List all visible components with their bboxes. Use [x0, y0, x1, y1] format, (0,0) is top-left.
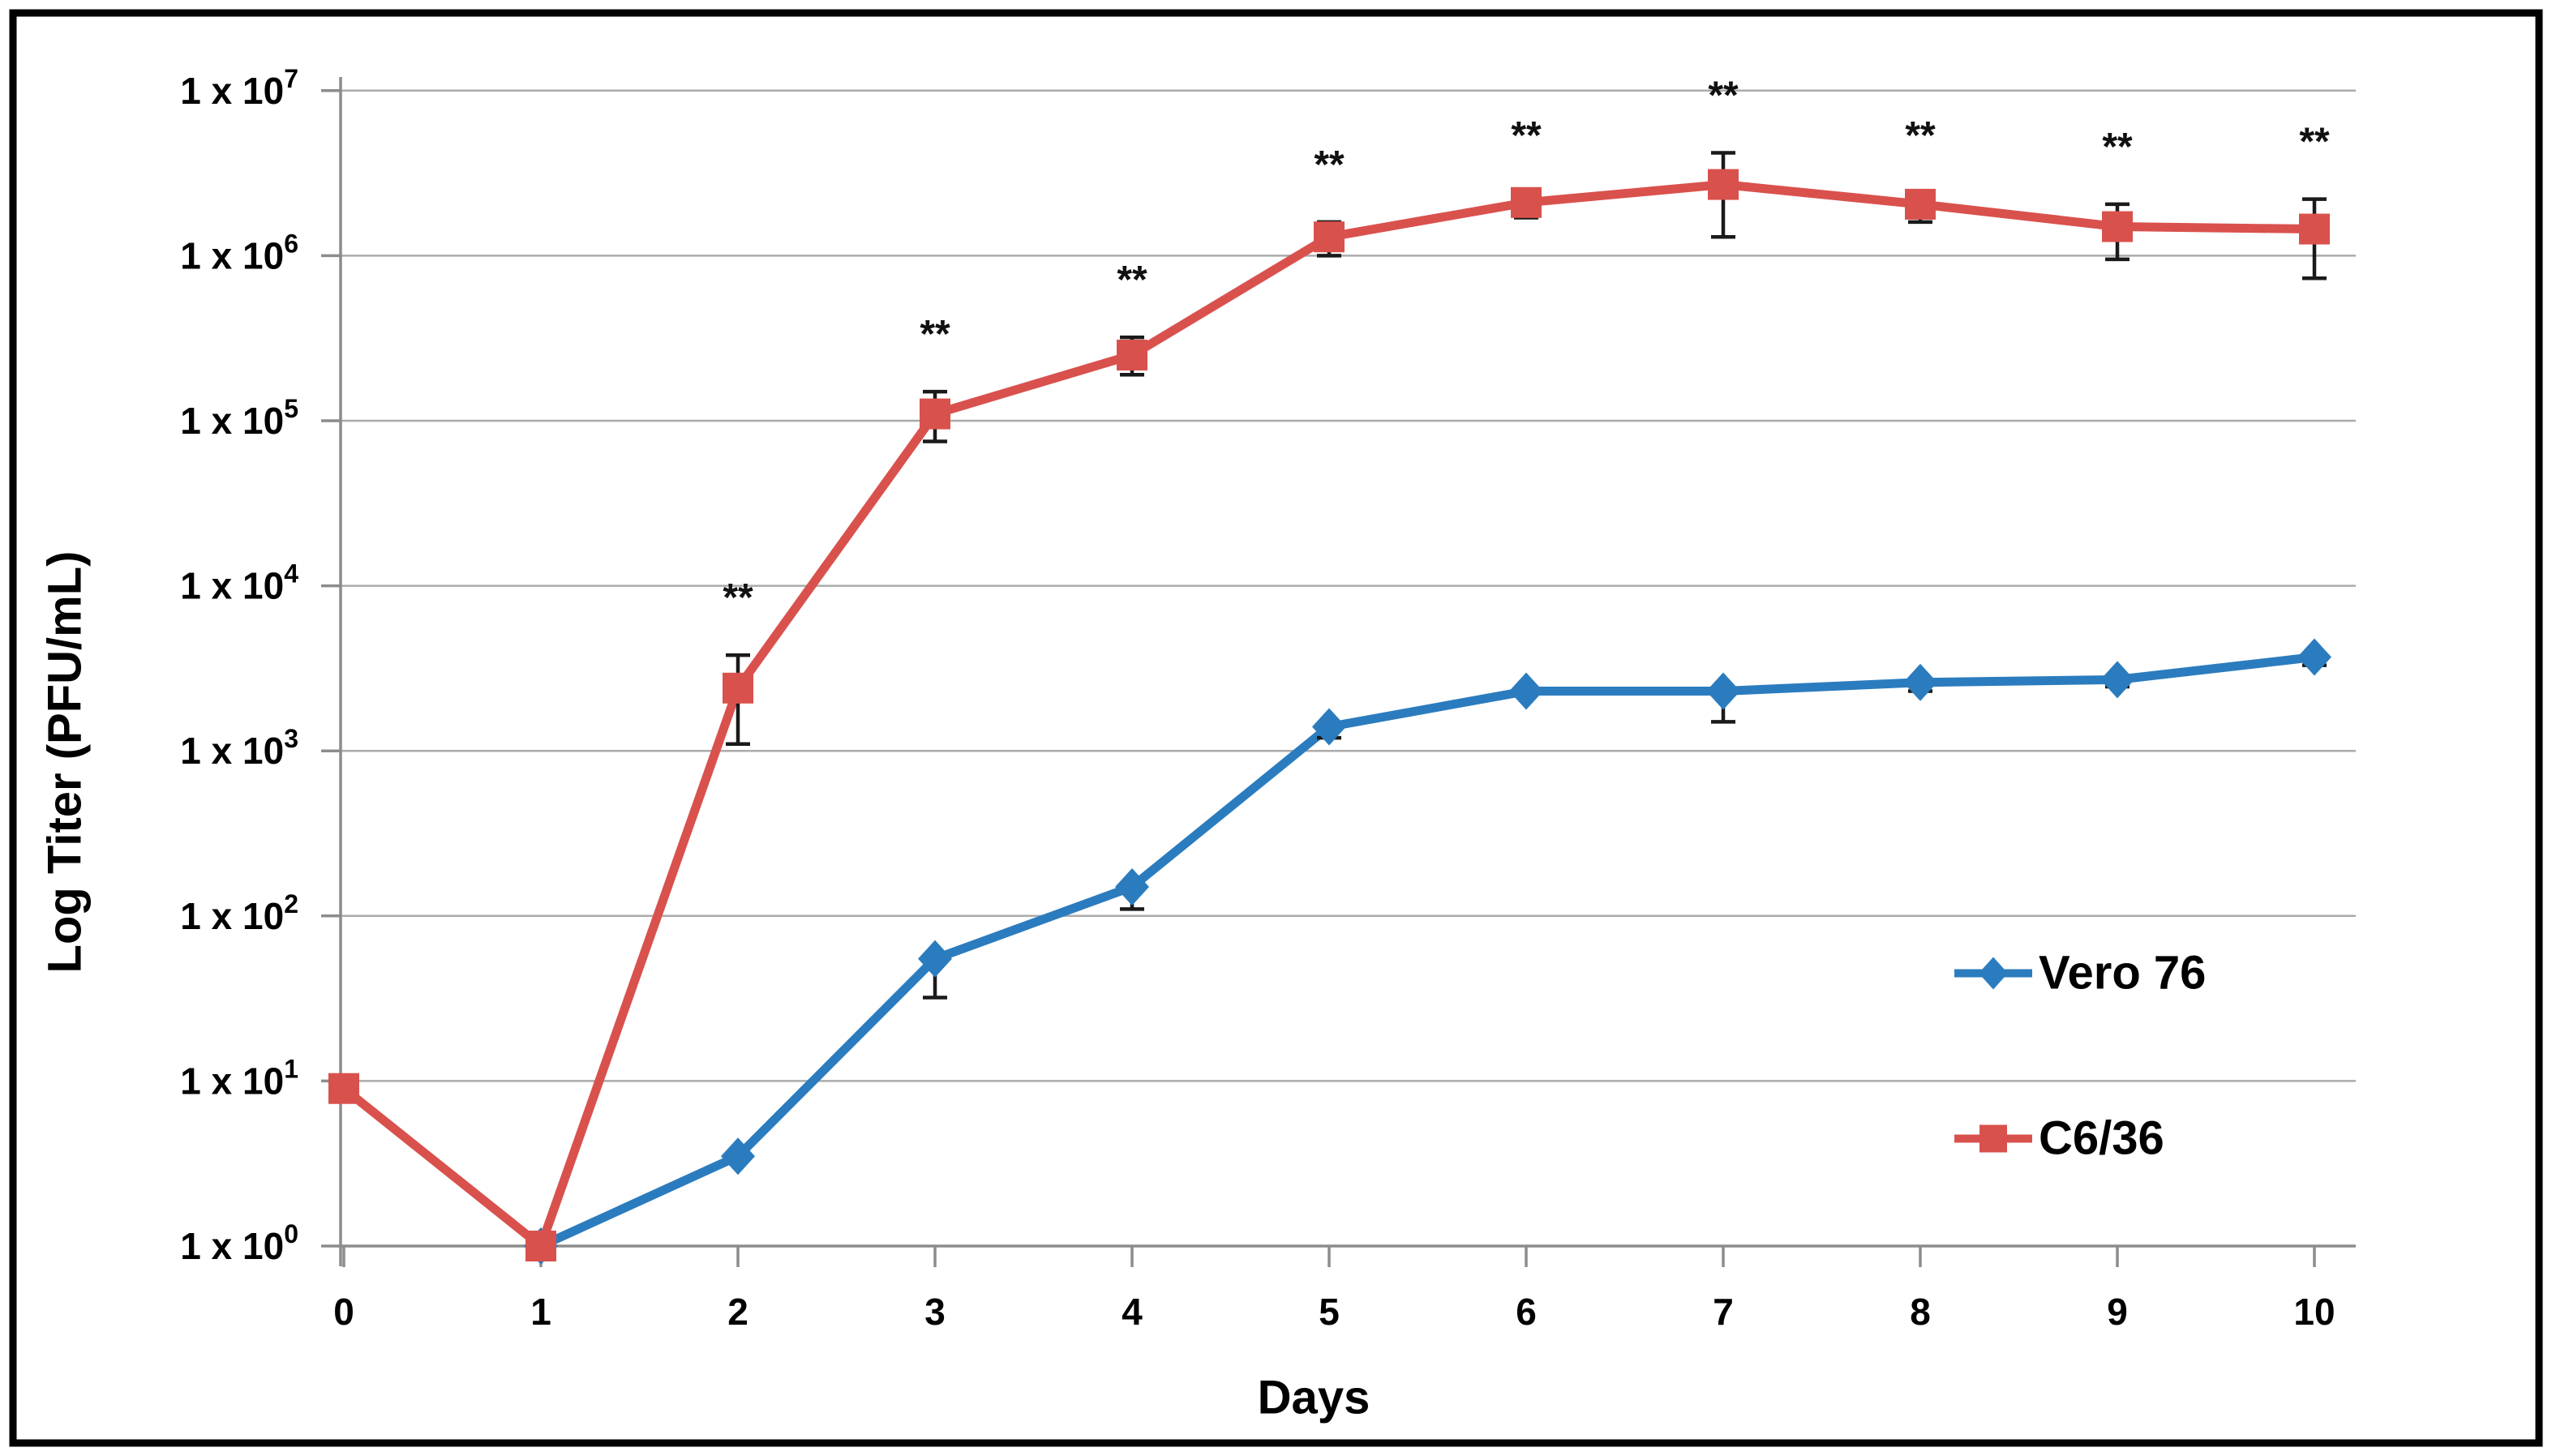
marker-square-day5	[1314, 221, 1345, 253]
marker-diamond-day7	[1706, 672, 1740, 710]
y-axis-title: Log Titer (PFU/mL)	[38, 550, 92, 974]
significance-star-day2: **	[723, 576, 753, 619]
y-tick-label-1e4: 1 x 104	[180, 559, 298, 607]
marker-square-day3	[920, 398, 950, 430]
x-tick-label-6: 6	[1516, 1291, 1537, 1333]
y-tick-label-1e5: 1 x 105	[180, 394, 298, 442]
y-tick-label-1e3: 1 x 103	[180, 724, 298, 772]
y-tick-label-1e6: 1 x 106	[180, 229, 298, 276]
vero76-line-marker-icon	[1954, 957, 2032, 989]
figure-border	[9, 9, 2543, 1447]
legend-square-marker-icon	[1979, 1124, 2007, 1152]
legend-item-c636: C6/36	[1953, 1111, 2164, 1166]
y-tick-label-1e2: 1 x 102	[180, 889, 298, 937]
marker-diamond-day5	[1312, 708, 1346, 746]
x-tick-label-10: 10	[2293, 1291, 2335, 1333]
x-tick-label-3: 3	[924, 1291, 946, 1333]
legend-item-vero76: Vero 76	[1953, 946, 2206, 1000]
y-tick-label-1e7: 1 x 107	[180, 64, 298, 112]
marker-square-day2	[723, 672, 753, 704]
marker-square-day6	[1511, 186, 1542, 218]
significance-star-day4: **	[1117, 259, 1147, 302]
x-tick-label-4: 4	[1122, 1291, 1143, 1333]
c636-line-marker-icon	[1954, 1124, 2032, 1152]
y-tick-label-1e0: 1 x 100	[180, 1219, 298, 1267]
marker-square-day1	[525, 1231, 556, 1261]
marker-diamond-day8	[1903, 663, 1937, 701]
x-tick-label-5: 5	[1319, 1291, 1340, 1333]
significance-star-day9: **	[2102, 126, 2133, 169]
y-tick-label-1e1: 1 x 101	[180, 1054, 298, 1102]
marker-diamond-day4	[1115, 867, 1149, 906]
x-tick-label-8: 8	[1910, 1291, 1931, 1333]
marker-square-day10	[2299, 213, 2330, 245]
series-c636	[328, 151, 2330, 1261]
x-tick-label-7: 7	[1713, 1291, 1734, 1333]
significance-star-day3: **	[920, 313, 950, 356]
marker-diamond-day6	[1509, 672, 1543, 710]
significance-star-day10: **	[2299, 121, 2330, 164]
marker-diamond-day2	[721, 1137, 755, 1176]
marker-diamond-day9	[2100, 661, 2134, 699]
x-axis-title: Days	[1257, 1371, 1370, 1424]
x-tick-label-2: 2	[727, 1291, 748, 1333]
legend-diamond-marker-icon	[1979, 957, 2008, 989]
legend-label-vero76: Vero 76	[2039, 946, 2207, 1000]
x-tick-label-1: 1	[530, 1291, 551, 1333]
significance-star-day8: **	[1905, 114, 1936, 157]
significance-star-day5: **	[1314, 143, 1345, 186]
marker-diamond-day10	[2297, 638, 2331, 676]
significance-star-day7: **	[1708, 75, 1739, 118]
legend-label-c636: C6/36	[2039, 1111, 2164, 1165]
marker-square-day9	[2102, 211, 2133, 242]
marker-diamond-day3	[918, 940, 952, 978]
x-tick-label-0: 0	[333, 1291, 354, 1333]
marker-square-day7	[1708, 169, 1739, 200]
marker-square-day4	[1117, 339, 1147, 370]
x-tick-label-9: 9	[2107, 1291, 2128, 1333]
significance-star-day6: **	[1511, 114, 1542, 157]
series-line	[536, 653, 2319, 1251]
marker-square-day8	[1905, 188, 1936, 220]
marker-square-day0	[328, 1073, 359, 1104]
